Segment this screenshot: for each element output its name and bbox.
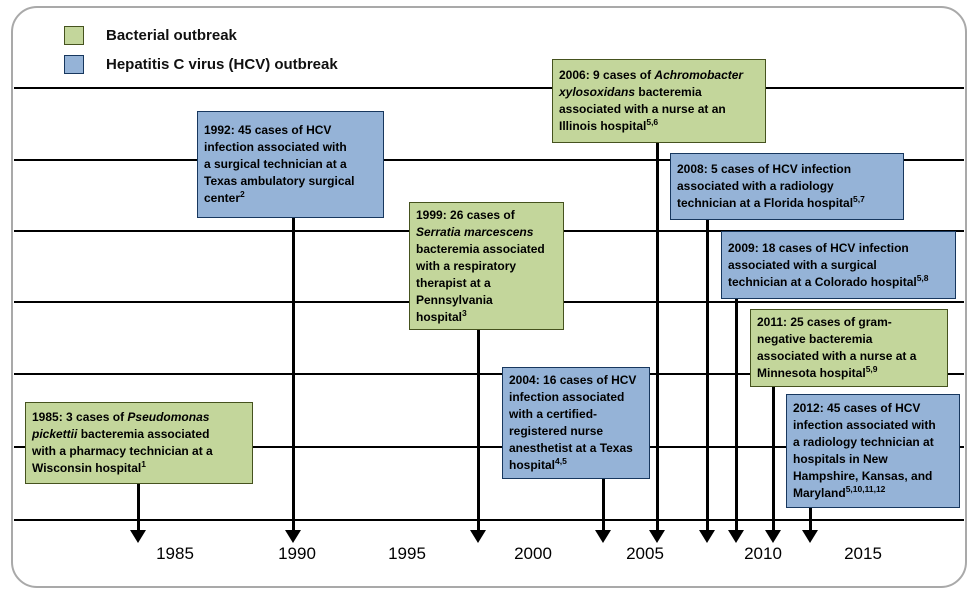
event-text-line: infection associated	[509, 390, 625, 404]
event-text-line: associated with a nurse at an	[559, 102, 726, 116]
event-text-line: 1999: 26 cases of	[416, 207, 515, 222]
event-box-2011: 2011: 25 cases of gram-negative bacterem…	[750, 309, 948, 387]
event-text-line: hospital3	[416, 307, 467, 324]
timeline-axis	[14, 519, 964, 521]
event-box-2004: 2004: 16 cases of HCV infection associate…	[502, 367, 650, 479]
event-arrowhead-2011	[765, 530, 781, 543]
event-text-line: Serratia marcescens	[416, 224, 534, 239]
year-label-2015: 2015	[844, 544, 882, 563]
event-text-line: Maryland5,10,11,12	[793, 484, 886, 500]
event-box-1985: 1985: 3 cases of Pseudomonas pickettii ba…	[25, 402, 253, 484]
event-text-line: 2004: 16 cases of HCV	[509, 373, 637, 387]
event-box-2006: 2006: 9 cases of Achromobacter xylosoxida…	[552, 59, 766, 143]
event-box-1992: 1992: 45 cases of HCV infection associate…	[197, 111, 384, 218]
event-arrow-1985	[136, 482, 140, 531]
event-text-line: pickettii bacteremia associated	[32, 427, 210, 441]
event-text-line: a radiology technician at	[793, 435, 934, 449]
event-arrowhead-2012	[802, 530, 818, 543]
event-arrowhead-1999	[470, 530, 486, 543]
event-box-1999: 1999: 26 cases of Serratia marcescens bact…	[409, 202, 564, 330]
event-text-line: hospitals in New	[793, 452, 888, 466]
event-text-line: negative bacteremia	[757, 332, 873, 346]
event-text-line: Texas ambulatory surgical	[204, 174, 355, 188]
event-text-line: associated with a nurse at a	[757, 349, 917, 363]
bacterial-swatch-icon	[64, 25, 84, 45]
event-text-line: 2009: 18 cases of HCV infection	[728, 240, 909, 255]
legend-label-bacterial: Bacterial outbreak	[106, 26, 237, 44]
event-text-line: 1985: 3 cases of Pseudomonas	[32, 410, 210, 424]
event-text-line: Illinois hospital5,6	[559, 117, 659, 133]
gridline	[14, 159, 964, 161]
event-text-line: anesthetist at a Texas	[509, 441, 633, 455]
gridline	[14, 446, 964, 448]
event-arrow-2009	[734, 297, 738, 531]
event-text-line: therapist at a	[416, 275, 491, 290]
legend-label-hcv: Hepatitis C virus (HCV) outbreak	[106, 55, 338, 73]
event-arrowhead-1985	[130, 530, 146, 543]
event-text-line: Hampshire, Kansas, and	[793, 469, 933, 483]
legend: Bacterial outbreak Hepatitis C virus (HC…	[64, 24, 338, 82]
event-text-line: technician at a Colorado hospital5,8	[728, 272, 929, 289]
legend-item-bacterial: Bacterial outbreak	[64, 24, 338, 46]
event-text-line: center2	[204, 189, 245, 205]
event-arrowhead-2008	[699, 530, 715, 543]
year-label-2005: 2005	[626, 544, 664, 563]
event-text-line: infection associated with	[793, 418, 936, 432]
event-text-line: Pennsylvania	[416, 292, 493, 307]
event-arrow-1999	[476, 328, 480, 531]
year-label-2010: 2010	[744, 544, 782, 563]
event-text-line: technician at a Florida hospital5,7	[677, 194, 865, 210]
legend-item-hcv: Hepatitis C virus (HCV) outbreak	[64, 53, 338, 75]
event-text-line: 2006: 9 cases of Achromobacter	[559, 68, 744, 82]
event-arrow-2008	[705, 218, 709, 531]
event-arrow-1992	[291, 216, 295, 531]
event-arrow-2006	[655, 141, 659, 531]
year-label-1990: 1990	[278, 544, 316, 563]
event-text-line: 2008: 5 cases of HCV infection	[677, 162, 852, 176]
hcv-swatch-icon	[64, 54, 84, 74]
event-arrow-2012	[808, 506, 812, 531]
year-label-1985: 1985	[156, 544, 194, 563]
event-arrowhead-1992	[285, 530, 301, 543]
event-text-line: associated with a radiology	[677, 179, 834, 193]
event-text-line: xylosoxidans bacteremia	[559, 85, 702, 99]
year-label-1995: 1995	[388, 544, 426, 563]
event-arrowhead-2006	[649, 530, 665, 543]
event-text-line: infection associated with	[204, 140, 347, 154]
event-arrowhead-2009	[728, 530, 744, 543]
event-text-line: 1992: 45 cases of HCV	[204, 123, 332, 137]
event-text-line: with a certified-	[509, 407, 598, 421]
event-text-line: 2011: 25 cases of gram-	[757, 315, 892, 329]
event-text-line: hospital4,5	[509, 456, 567, 472]
event-text-line: Minnesota hospital5,9	[757, 364, 878, 380]
event-box-2012: 2012: 45 cases of HCV infection associate…	[786, 394, 960, 508]
event-text-line: associated with a surgical	[728, 257, 877, 272]
gridline	[14, 87, 964, 89]
event-text-line: a surgical technician at a	[204, 157, 347, 171]
event-arrow-2011	[771, 385, 775, 531]
event-text-line: bacteremia associated	[416, 241, 545, 256]
event-text-line: with a pharmacy technician at a	[32, 444, 213, 458]
event-box-2008: 2008: 5 cases of HCV infection associated…	[670, 153, 904, 220]
event-text-line: Wisconsin hospital1	[32, 459, 146, 475]
event-box-2009: 2009: 18 cases of HCV infection associate…	[721, 231, 956, 299]
event-arrowhead-2004	[595, 530, 611, 543]
year-label-2000: 2000	[514, 544, 552, 563]
event-text-line: registered nurse	[509, 424, 604, 438]
gridline	[14, 373, 964, 375]
event-arrow-2004	[601, 477, 605, 531]
event-text-line: with a respiratory	[416, 258, 517, 273]
event-text-line: 2012: 45 cases of HCV	[793, 401, 921, 415]
